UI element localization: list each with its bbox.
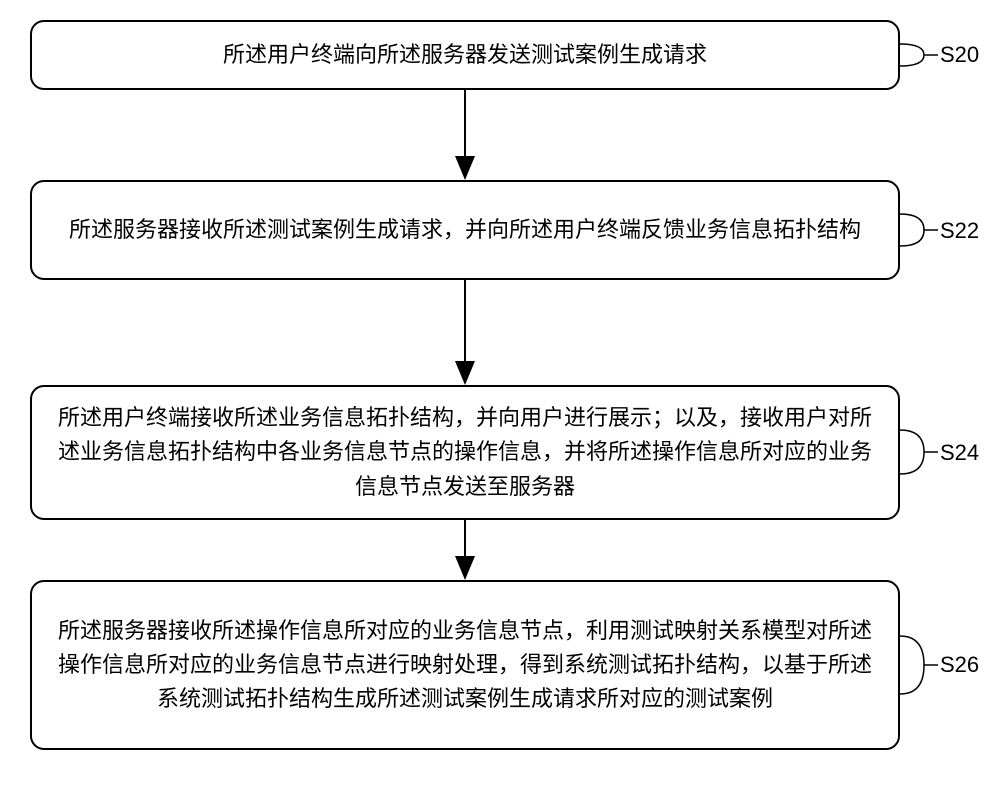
arrow-s20-s22 (0, 0, 1000, 789)
flowchart-canvas: 所述用户终端向所述服务器发送测试案例生成请求 所述服务器接收所述测试案例生成请求… (0, 0, 1000, 789)
